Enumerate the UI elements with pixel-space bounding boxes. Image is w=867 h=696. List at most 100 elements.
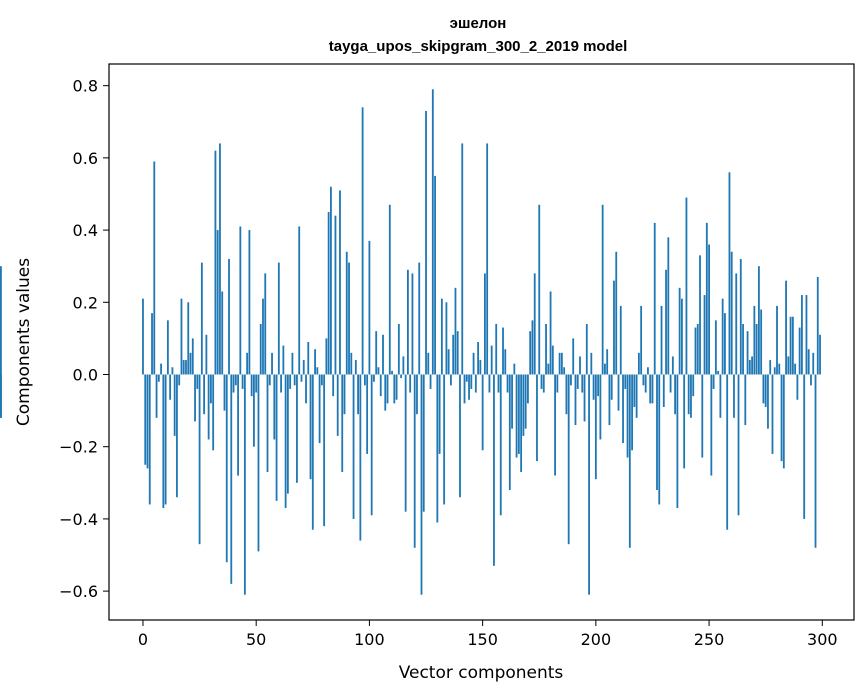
bar	[599, 374, 602, 440]
bar	[185, 360, 187, 375]
bar	[597, 374, 600, 397]
bar	[796, 374, 799, 400]
bar	[194, 374, 196, 422]
bar	[705, 222, 708, 375]
bar	[576, 374, 579, 389]
bar	[545, 323, 547, 375]
bar	[730, 251, 733, 375]
bar	[798, 327, 801, 375]
bar	[714, 320, 717, 375]
bar	[0, 374, 2, 418]
bar	[631, 374, 633, 451]
bar	[413, 374, 416, 548]
bar	[221, 291, 224, 375]
bar	[307, 342, 310, 375]
bar	[318, 374, 321, 444]
bar	[357, 374, 359, 415]
bar	[459, 374, 461, 498]
bar	[703, 295, 706, 375]
bar	[527, 374, 529, 404]
bar	[778, 363, 781, 375]
bar	[259, 323, 262, 375]
bar	[513, 363, 516, 375]
bar	[359, 374, 362, 541]
bar	[556, 374, 559, 393]
y-tick-label: 0.4	[73, 221, 98, 240]
bar	[348, 262, 350, 375]
bar	[710, 374, 713, 476]
bar	[354, 360, 357, 375]
bar	[674, 374, 677, 415]
bar	[581, 374, 584, 393]
bar	[191, 338, 194, 375]
bar	[751, 356, 753, 375]
bar	[767, 374, 769, 429]
bar	[440, 298, 443, 375]
bar	[649, 374, 652, 404]
bar	[416, 374, 418, 415]
bar	[164, 374, 167, 505]
bar	[404, 374, 407, 512]
y-axis-label: Components values	[14, 258, 34, 426]
bar	[411, 273, 414, 375]
bar	[178, 374, 181, 386]
bar	[298, 226, 301, 375]
bar	[787, 356, 790, 375]
bar	[284, 374, 287, 509]
bar	[309, 374, 312, 480]
bar	[483, 273, 486, 375]
bar	[465, 374, 468, 382]
bar	[554, 374, 556, 476]
bar	[257, 374, 260, 552]
bar	[617, 374, 620, 411]
bar	[323, 374, 326, 527]
bar	[588, 374, 590, 595]
bar	[148, 374, 151, 505]
bar	[434, 175, 436, 375]
bar	[219, 143, 221, 375]
bar	[560, 352, 563, 375]
bar	[762, 374, 765, 404]
bar	[608, 374, 611, 426]
bar	[637, 352, 640, 375]
y-tick-label: −0.2	[59, 438, 98, 457]
bar	[651, 374, 654, 404]
bar	[445, 302, 448, 375]
bar	[468, 374, 470, 400]
bar	[454, 287, 457, 375]
bar	[481, 374, 484, 451]
bar	[212, 374, 215, 451]
bar	[456, 331, 459, 375]
bar	[791, 316, 794, 375]
bar	[628, 374, 631, 548]
bar	[162, 374, 165, 509]
bar	[291, 352, 294, 375]
bar	[144, 374, 147, 465]
bar	[330, 186, 332, 375]
bar	[574, 374, 577, 426]
bar	[160, 363, 162, 375]
bar	[343, 374, 346, 415]
bar	[633, 374, 636, 407]
bar	[402, 356, 405, 375]
y-tick-label: 0.6	[73, 149, 98, 168]
bar	[712, 374, 715, 389]
y-tick-label: 0.0	[73, 365, 98, 384]
bar	[687, 374, 690, 415]
y-tick-label: 0.8	[73, 77, 98, 96]
bar	[520, 374, 523, 472]
bar	[604, 363, 606, 375]
bar	[250, 374, 253, 397]
bar	[538, 204, 541, 375]
bar	[379, 374, 382, 397]
bar	[506, 374, 509, 393]
bar	[524, 374, 527, 429]
bar	[209, 374, 212, 404]
bar	[794, 363, 797, 375]
bar	[388, 204, 391, 375]
bar	[801, 295, 803, 375]
bar	[305, 374, 307, 404]
bar	[776, 305, 778, 375]
bar	[429, 374, 432, 389]
